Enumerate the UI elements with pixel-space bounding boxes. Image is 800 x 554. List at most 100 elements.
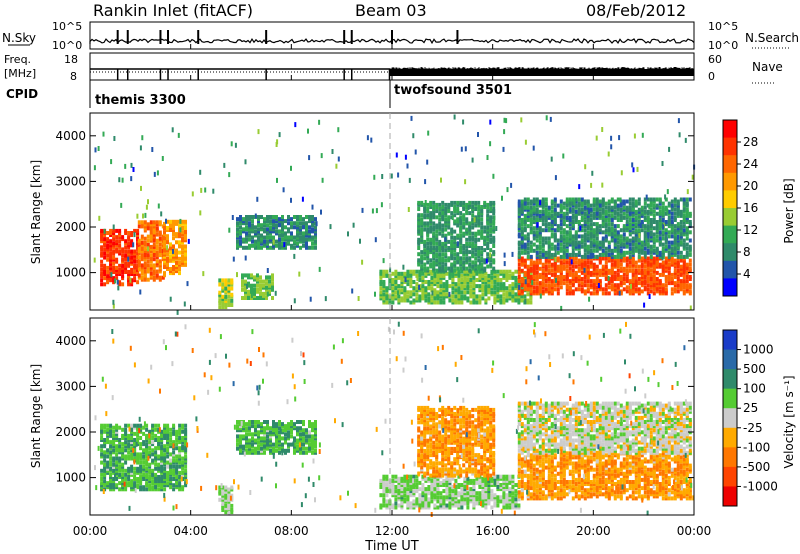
heatmap-cell [281,243,284,248]
heatmap-cell [143,275,147,280]
heatmap-cell [673,197,677,202]
heatmap-cell [148,452,152,457]
heatmap-cell [655,270,659,275]
heatmap-cell [432,221,436,226]
heatmap-cell [263,217,266,222]
heatmap-cell [430,282,434,287]
heatmap-cell [565,275,569,279]
heatmap-cell [547,285,551,290]
heatmap-cell [415,296,419,301]
heatmap-cell [649,285,653,290]
heatmap-cell [311,227,314,232]
heatmap-cell [565,218,569,222]
heatmap-cell [106,423,110,428]
heatmap-cell [462,119,465,125]
heatmap-cell [598,213,602,218]
heatmap-cell [441,248,445,253]
date-title: 08/Feb/2012 [586,1,686,20]
heatmap-cell [244,255,247,261]
heatmap-cell [592,230,596,235]
heatmap-cell [178,431,182,436]
heatmap-cell [444,223,448,228]
heatmap-cell [670,205,674,210]
heatmap-cell [94,147,97,153]
heatmap-cell [450,215,454,220]
heatmap-cell [450,235,454,240]
heatmap-cell [492,225,496,230]
heatmap-cell [589,252,593,257]
heatmap-cell [607,252,611,257]
heatmap-cell [483,229,487,234]
heatmap-cell [610,205,614,210]
heatmap-cell [417,246,421,250]
heatmap-cell [426,221,430,226]
heatmap-cell [664,283,668,288]
heatmap-cell [529,240,533,245]
heatmap-cell [442,300,446,305]
heatmap-cell [471,260,475,265]
heatmap-cell [544,283,548,288]
heatmap-cell [155,273,159,278]
heatmap-cell [685,246,689,251]
heatmap-cell [595,264,599,269]
heatmap-cell [658,197,662,202]
heatmap-cell [130,487,134,492]
heatmap-cell [221,282,225,287]
heatmap-cell [145,472,149,477]
heatmap-cell [547,252,551,257]
heatmap-cell [412,271,416,276]
heatmap-cell [290,197,292,203]
heatmap-cell [442,271,446,276]
heatmap-cell [559,248,563,253]
heatmap-cell [565,279,569,284]
heatmap-cell [278,233,281,238]
heatmap-cell [583,236,587,241]
heatmap-cell [299,215,302,219]
heatmap-cell [305,243,308,248]
heatmap-cell [673,211,677,216]
heatmap-cell [151,475,155,479]
heatmap-cell [529,275,533,279]
nsky-label: N.Sky [2,31,36,45]
heatmap-cell [141,135,144,141]
heatmap-cell [638,233,641,239]
heatmap-cell [423,252,427,257]
heatmap-cell [184,230,187,235]
heatmap-cell [676,268,680,273]
heatmap-cell [166,440,170,445]
heatmap-cell [149,271,153,276]
heatmap-cell [133,466,137,471]
heatmap-cell [412,269,416,274]
heatmap-cell [136,270,140,274]
heatmap-cell [553,236,557,241]
heatmap-cell [670,258,674,263]
heatmap-cell [646,218,650,222]
heatmap-cell [607,240,611,245]
heatmap-cell [436,273,440,278]
heatmap-cell [184,254,187,259]
heatmap-cell [103,247,107,252]
heatmap-cell [589,209,593,214]
heatmap-cell [181,460,185,465]
heatmap-cell [597,283,600,288]
heatmap-cell [616,218,620,222]
heatmap-cell [625,262,629,267]
heatmap-cell [571,279,575,284]
heatmap-cell [571,220,575,224]
heatmap-cell [112,243,116,248]
heatmap-cell [511,251,514,257]
heatmap-cell [589,236,593,241]
heatmap-cell [492,209,496,214]
heatmap-cell [610,236,614,241]
heatmap-cell [484,284,488,289]
heatmap-cell [385,290,389,295]
heatmap-cell [532,275,536,279]
heatmap-cell [589,203,593,208]
heatmap-cell [589,207,593,212]
heatmap-cell [679,270,683,275]
heatmap-cell [139,460,143,465]
heatmap-cell [649,244,653,249]
heatmap-cell [544,236,548,241]
heatmap-cell [670,211,674,216]
heatmap-cell [239,239,242,244]
